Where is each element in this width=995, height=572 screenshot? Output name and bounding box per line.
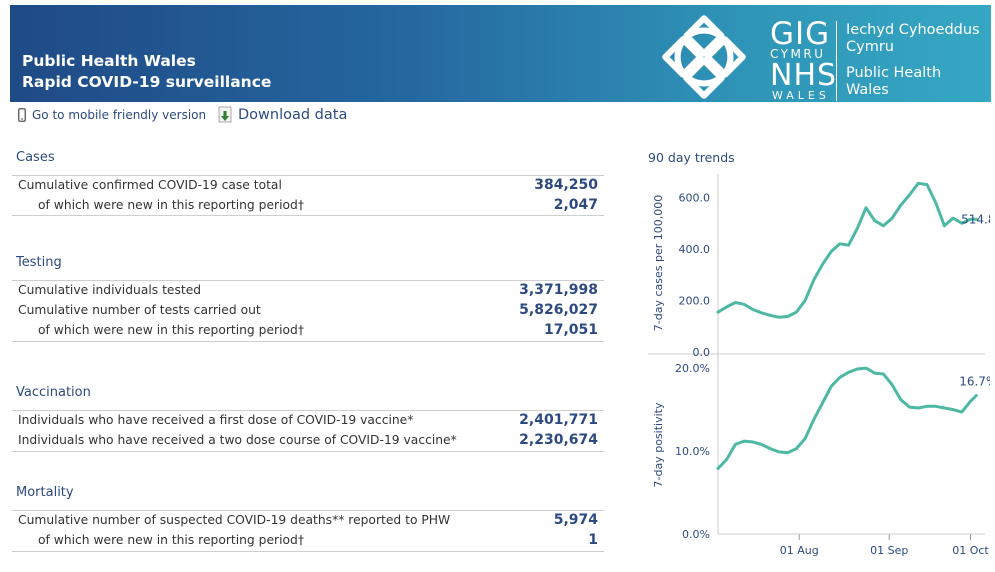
logo-welsh-line-1: Iechyd Cyhoeddus <box>846 22 980 38</box>
y-tick-label: 400.0 <box>679 243 711 256</box>
row-value: 2,230,674 <box>519 432 598 448</box>
x-tick-label: 01 Sep <box>870 544 908 557</box>
table-row: Individuals who have received a two dose… <box>12 431 604 451</box>
row-label: of which were new in this reporting peri… <box>38 198 304 212</box>
row-value: 17,051 <box>543 322 598 338</box>
trend-charts: 0.0 200.0 400.0 600.0 7-day cases per 100,00… <box>648 174 990 557</box>
y-axis-label: 7-day cases per 100,000 <box>652 195 665 331</box>
divider <box>12 280 604 281</box>
table-row: of which were new in this reporting peri… <box>12 196 604 216</box>
logo-english-name: Public Health Wales <box>846 65 941 99</box>
row-label: Cumulative confirmed COVID-19 case total <box>18 178 282 192</box>
divider <box>12 551 604 552</box>
download-icon <box>218 106 232 123</box>
title-line-1: Public Health Wales <box>22 52 196 70</box>
logo-welsh-line-2: Cymru <box>846 39 894 55</box>
row-label: Cumulative number of suspected COVID-19 … <box>18 513 451 527</box>
row-value: 384,250 <box>534 177 598 193</box>
table-row: Cumulative number of suspected COVID-19 … <box>12 511 604 531</box>
download-data-link[interactable]: Download data <box>218 106 347 124</box>
table-row: Cumulative individuals tested 3,371,998 <box>12 281 604 301</box>
row-value: 5,826,027 <box>519 302 598 318</box>
celtic-knot-logo-icon <box>662 15 746 99</box>
section-title-vaccination: Vaccination <box>16 385 91 400</box>
series-line <box>716 181 978 319</box>
table-row: Cumulative confirmed COVID-19 case total… <box>12 176 604 196</box>
download-data-label: Download data <box>238 107 348 123</box>
section-title-testing: Testing <box>16 255 62 270</box>
y-tick-label: 0.0% <box>682 528 710 541</box>
table-row: Individuals who have received a first do… <box>12 411 604 431</box>
table-row: Cumulative number of tests carried out 5… <box>12 301 604 321</box>
y-tick-label: 0.0 <box>693 346 711 359</box>
section-title-mortality: Mortality <box>16 485 74 500</box>
row-label: Cumulative number of tests carried out <box>18 303 261 317</box>
divider <box>12 215 604 216</box>
logo-nhs-text: NHS <box>770 58 838 93</box>
divider <box>12 510 604 511</box>
logo-wales-text: WALES <box>772 89 830 102</box>
mobile-phone-icon <box>18 108 26 122</box>
row-value: 2,401,771 <box>519 412 598 428</box>
logo-cymru-text: CYMRU <box>770 47 826 61</box>
logo-divider <box>836 21 837 101</box>
section-title-cases: Cases <box>16 150 55 165</box>
y-tick-label: 20.0% <box>675 362 710 375</box>
table-row: of which were new in this reporting peri… <box>12 531 604 551</box>
y-axis-label: 7-day positivity <box>652 402 665 487</box>
row-value: 5,974 <box>553 512 598 528</box>
y-tick-label: 200.0 <box>679 294 711 307</box>
title-line-2: Rapid COVID-19 surveillance <box>22 73 272 91</box>
divider <box>12 451 604 452</box>
y-tick-label: 600.0 <box>679 191 711 204</box>
row-value: 3,371,998 <box>519 282 598 298</box>
last-value-label: 16.7% <box>959 375 990 389</box>
trends-title: 90 day trends <box>648 150 735 165</box>
x-tick-label: 01 Aug <box>780 544 819 557</box>
row-label: of which were new in this reporting peri… <box>38 323 304 337</box>
row-label: of which were new in this reporting peri… <box>38 533 304 547</box>
table-row: of which were new in this reporting peri… <box>12 321 604 341</box>
logo-english-line-1: Public Health <box>846 65 942 81</box>
logo-welsh-name: Iechyd Cyhoeddus Cymru <box>846 22 980 56</box>
x-tick-label: 01 Oct <box>952 544 989 557</box>
row-value: 2,047 <box>553 197 598 213</box>
page-title: Public Health Wales Rapid COVID-19 surve… <box>22 51 271 93</box>
row-label: Individuals who have received a two dose… <box>18 433 457 447</box>
row-value: 1 <box>588 532 598 548</box>
logo-english-line-2: Wales <box>846 82 889 98</box>
header-banner: Public Health Wales Rapid COVID-19 surve… <box>10 5 991 102</box>
mobile-version-label: Go to mobile friendly version <box>32 108 207 122</box>
series-line <box>716 366 978 470</box>
row-label: Individuals who have received a first do… <box>18 413 414 427</box>
mobile-version-link[interactable]: Go to mobile friendly version <box>18 108 206 122</box>
last-value-label: 514.8 <box>961 212 990 226</box>
row-label: Cumulative individuals tested <box>18 283 202 297</box>
logo-gig-text: GIG <box>770 16 831 52</box>
divider <box>12 341 604 342</box>
divider <box>12 175 604 176</box>
y-tick-label: 10.0% <box>675 445 710 458</box>
divider <box>12 410 604 411</box>
